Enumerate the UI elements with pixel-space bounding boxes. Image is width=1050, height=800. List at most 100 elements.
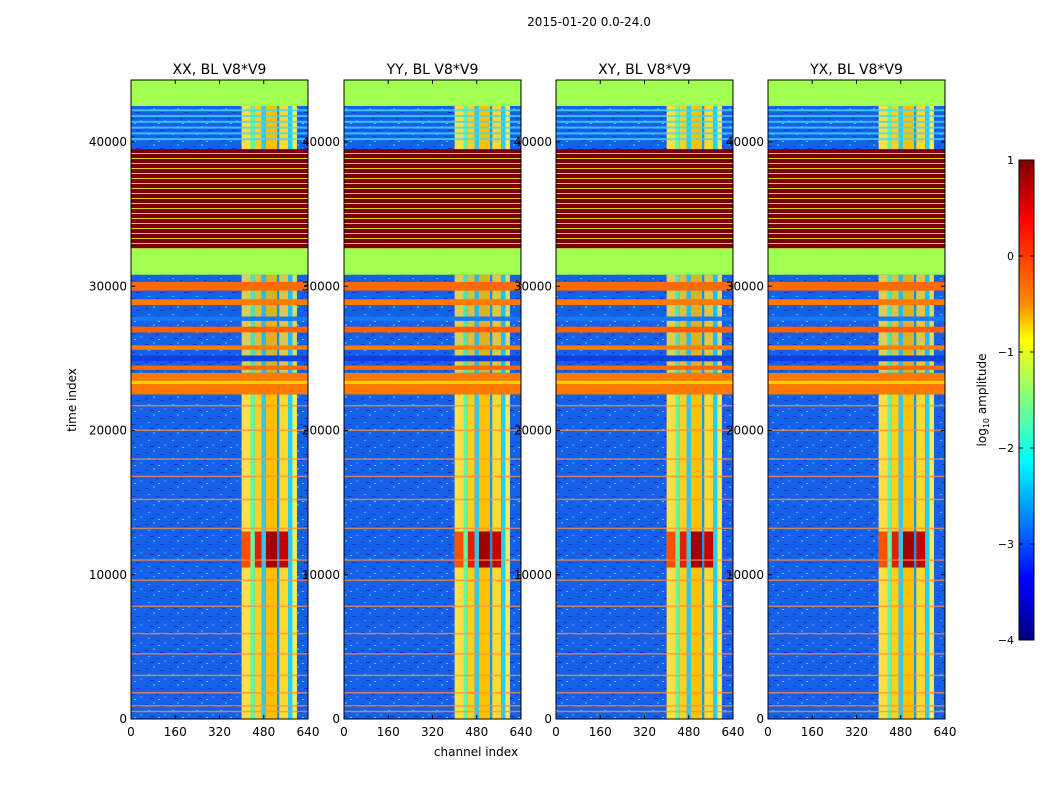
band-column	[261, 274, 266, 373]
band-column	[690, 274, 703, 373]
flag-line	[768, 429, 945, 432]
flag-line	[131, 126, 308, 129]
band-column	[478, 274, 491, 373]
flag-line	[131, 498, 308, 501]
y-tick-label: 40000	[302, 135, 340, 149]
band-column	[474, 274, 479, 373]
x-tick-label: 480	[252, 725, 275, 739]
flag-line	[556, 579, 733, 582]
panel-xy: XY, BL V8*V9 0 160 320 480 640 0 10000 20000 3000…	[514, 62, 745, 739]
flag-row	[131, 299, 308, 306]
flag-row	[344, 299, 521, 306]
y-tick-label: 40000	[514, 135, 552, 149]
flag-line	[344, 138, 521, 141]
flag-line	[768, 710, 945, 713]
flag-line	[131, 632, 308, 635]
band-column	[679, 274, 687, 373]
hot-region	[666, 531, 676, 568]
flag-line	[556, 115, 733, 118]
flag-line	[344, 115, 521, 118]
band-column	[463, 274, 468, 373]
flag-line	[131, 109, 308, 112]
x-tick-label: 320	[421, 725, 444, 739]
hot-region	[265, 531, 278, 568]
uniform-region	[556, 80, 733, 106]
band-column	[713, 394, 718, 719]
y-tick-label: 0	[544, 712, 552, 726]
band-column	[686, 394, 691, 719]
flag-line	[768, 527, 945, 530]
flag-line	[344, 458, 521, 460]
band-column	[288, 394, 293, 719]
hot-region	[690, 531, 703, 568]
flag-line	[131, 458, 308, 460]
flag-line	[131, 138, 308, 141]
flag-line	[556, 475, 733, 478]
saturated-line	[344, 380, 521, 384]
flag-line	[131, 527, 308, 530]
flag-line	[556, 126, 733, 129]
striped-region	[344, 149, 521, 249]
band-column	[925, 394, 930, 719]
uniform-region	[556, 248, 733, 275]
flag-row	[344, 355, 521, 362]
flag-line	[344, 120, 521, 123]
colorbar-gradient	[1018, 159, 1035, 641]
y-tick-label: 10000	[89, 568, 127, 582]
hot-region	[254, 531, 262, 568]
flag-row	[344, 365, 521, 370]
flag-line	[768, 475, 945, 478]
x-tick-label: 320	[633, 725, 656, 739]
panel-yx: YX, BL V8*V9 0 160 320 480 640 0 10000 20000 3000…	[726, 62, 957, 739]
band-column	[254, 274, 262, 373]
flag-line	[131, 674, 308, 677]
flag-row	[768, 345, 945, 350]
flag-row	[131, 355, 308, 362]
flag-line	[131, 120, 308, 123]
flag-line	[768, 705, 945, 707]
flag-row	[556, 299, 733, 306]
y-tick-label: 20000	[726, 424, 764, 438]
hot-region	[916, 531, 926, 568]
band-column	[898, 274, 903, 373]
flag-line	[131, 653, 308, 655]
band-column	[717, 394, 722, 719]
band-column	[898, 394, 903, 719]
band-column	[474, 394, 479, 719]
band-column	[277, 274, 280, 373]
flag-line	[556, 705, 733, 707]
flag-line	[768, 559, 945, 561]
panel-title: YY, BL V8*V9	[386, 62, 479, 78]
band-column	[702, 394, 705, 719]
colorbar-tick-label: −3	[998, 538, 1014, 551]
flag-line	[556, 120, 733, 123]
flag-line	[768, 404, 945, 407]
striped-region	[556, 149, 733, 249]
x-tick-label: 0	[764, 725, 772, 739]
flag-line	[556, 109, 733, 112]
x-tick-label: 640	[934, 725, 957, 739]
flag-row	[556, 316, 733, 321]
flag-line	[344, 132, 521, 135]
x-tick-label: 0	[127, 725, 135, 739]
y-tick-label: 10000	[302, 568, 340, 582]
hot-region	[467, 531, 475, 568]
heatmap-yy	[344, 80, 521, 719]
y-tick-label: 20000	[514, 424, 552, 438]
flag-line	[344, 710, 521, 713]
heatmap-xx	[131, 80, 308, 719]
x-tick-label: 0	[552, 725, 560, 739]
flag-line	[768, 120, 945, 123]
band-column	[925, 274, 930, 373]
band-column	[292, 394, 297, 719]
flag-row	[131, 345, 308, 350]
hot-region	[878, 531, 888, 568]
band-column	[501, 394, 506, 719]
band-column	[704, 274, 714, 373]
x-tick-label: 640	[722, 725, 745, 739]
flag-row	[344, 316, 521, 321]
x-tick-label: 160	[801, 725, 824, 739]
striped-region	[768, 149, 945, 249]
band-column	[265, 274, 278, 373]
flag-row	[131, 326, 308, 333]
